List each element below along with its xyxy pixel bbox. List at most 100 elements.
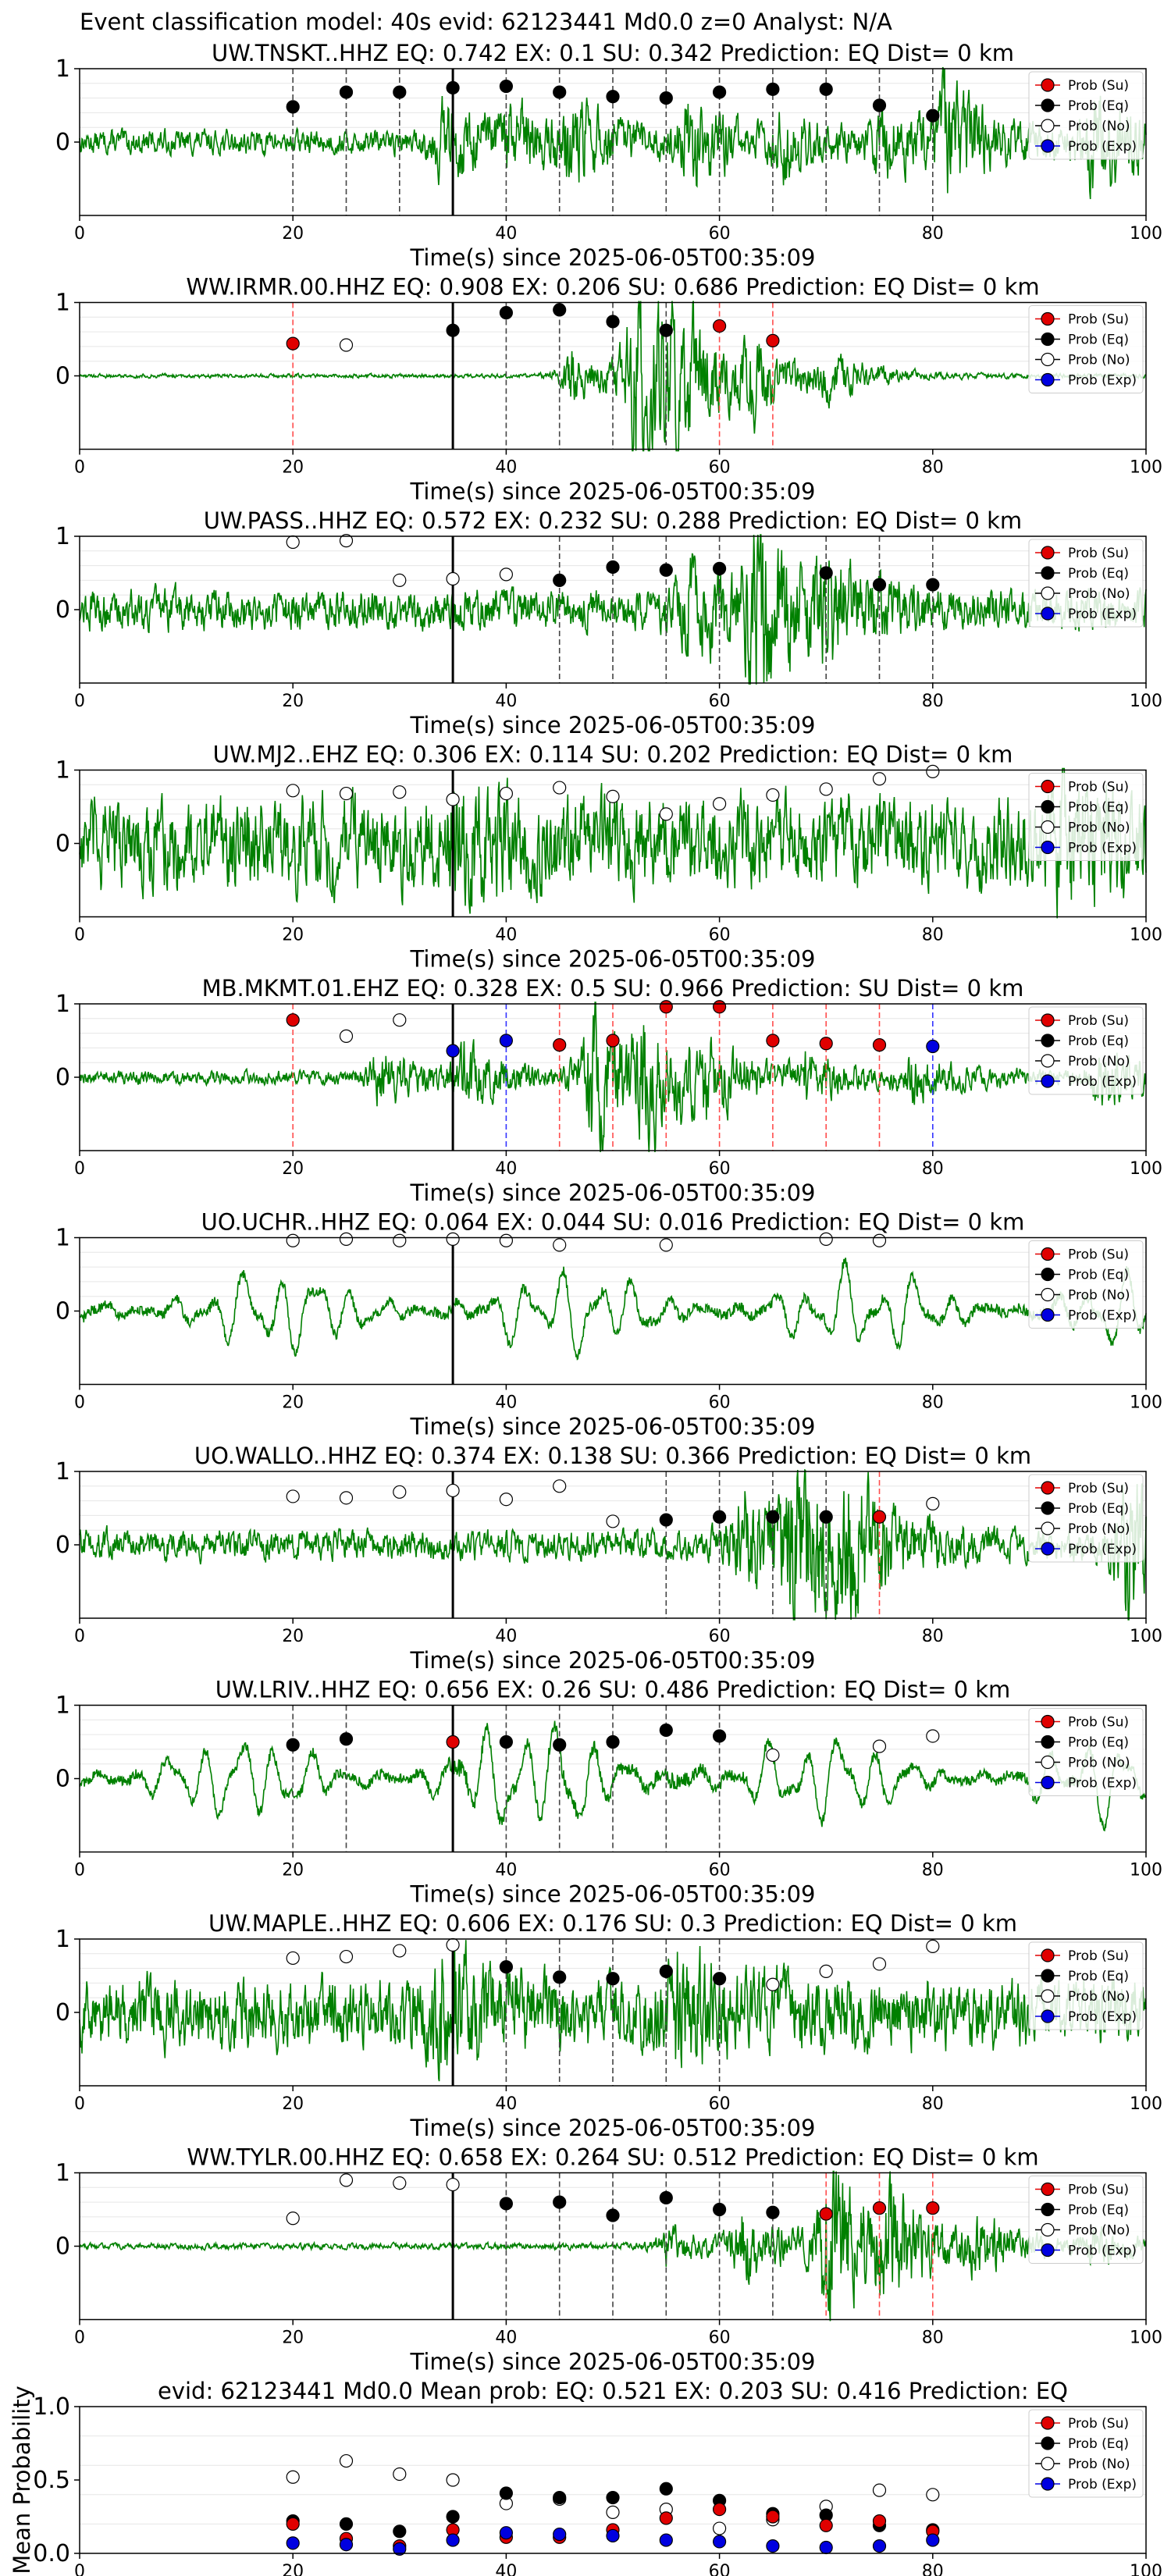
mean-marker-eq (659, 2482, 673, 2496)
mean-marker-exp (766, 2539, 780, 2553)
x-tick-label: 40 (495, 1861, 517, 1880)
legend-entry-exp: Prob (Exp) (1068, 1776, 1137, 1791)
legend-entry-exp: Prob (Exp) (1068, 607, 1137, 622)
waveform-trace (79, 767, 1147, 919)
y-tick-label: 1 (55, 523, 70, 550)
mean-marker-exp (712, 2535, 727, 2549)
prob-marker-eq (606, 90, 620, 104)
prob-marker-no (872, 1233, 887, 1247)
panel-title: WW.TYLR.00.HHZ EQ: 0.658 EX: 0.264 SU: 0… (187, 2144, 1038, 2171)
panel-title: UW.PASS..HHZ EQ: 0.572 EX: 0.232 SU: 0.2… (204, 507, 1022, 534)
legend-entry-no: Prob (No) (1068, 1989, 1130, 2005)
panel-2: UW.PASS..HHZ EQ: 0.572 EX: 0.232 SU: 0.2… (55, 507, 1162, 738)
legend-entry-no: Prob (No) (1068, 820, 1130, 836)
legend-entry-eq: Prob (Eq) (1068, 2436, 1129, 2452)
waveform-trace (79, 66, 1147, 200)
prob-marker-no (446, 1232, 460, 1246)
prob-marker-eq (553, 303, 567, 317)
prob-marker-no (819, 1964, 833, 1978)
y-tick-label: 0 (55, 1999, 70, 2026)
prob-marker-eq (606, 315, 620, 329)
legend-entry-no: Prob (No) (1068, 2223, 1130, 2239)
mean-marker-no (926, 2488, 940, 2502)
y-axis-label: Mean Probability (9, 2386, 35, 2574)
prob-marker-no (499, 1493, 514, 1507)
panel-0: UW.TNSKT..HHZ EQ: 0.742 EX: 0.1 SU: 0.34… (55, 40, 1162, 271)
legend-box (1028, 305, 1144, 393)
legend-marker-su (1041, 1948, 1055, 1962)
x-axis-label: Time(s) since 2025-06-05T00:35:09 (410, 712, 816, 738)
legend-marker-su (1041, 1247, 1055, 1261)
prob-marker-eq (712, 1510, 727, 1524)
mean-marker-no (339, 2453, 354, 2468)
mean-marker-exp (819, 2540, 833, 2555)
x-tick-label: 100 (1130, 692, 1162, 711)
legend-marker-exp (1041, 2477, 1055, 2491)
prob-marker-exp (446, 1044, 460, 1058)
legend-marker-exp (1041, 1074, 1055, 1088)
x-tick-label: 60 (709, 1393, 731, 1413)
prob-marker-su (872, 2201, 887, 2215)
legend-marker-eq (1041, 1735, 1055, 1749)
legend-marker-no (1041, 1989, 1055, 2003)
mean-marker-exp (286, 2536, 300, 2550)
prob-marker-eq (766, 2205, 780, 2219)
x-tick-label: 20 (282, 2329, 304, 2348)
x-tick-label: 60 (709, 692, 731, 711)
legend-marker-no (1041, 1054, 1055, 1068)
legend-entry-no: Prob (No) (1068, 1054, 1130, 1069)
x-tick-label: 20 (282, 224, 304, 244)
legend-marker-su (1041, 78, 1055, 92)
prob-marker-eq (712, 2202, 727, 2217)
y-tick-label: 0.0 (33, 2540, 70, 2567)
prob-marker-eq (712, 85, 727, 99)
legend-entry-exp: Prob (Exp) (1068, 841, 1137, 856)
legend-entry-eq: Prob (Eq) (1068, 566, 1129, 582)
y-tick-label: 0 (55, 2233, 70, 2261)
mean-marker-su (712, 2503, 727, 2517)
prob-marker-su (819, 2207, 833, 2221)
x-tick-label: 0 (74, 1159, 85, 1179)
mean-marker-eq (339, 2517, 354, 2531)
mean-marker-no (393, 2467, 407, 2482)
prob-marker-eq (499, 306, 514, 320)
prob-marker-exp (499, 1034, 514, 1048)
x-tick-label: 40 (495, 458, 517, 478)
legend-marker-su (1041, 1013, 1055, 1027)
prob-marker-no (659, 807, 673, 821)
mean-marker-exp (872, 2539, 887, 2553)
panel-title: UW.MJ2..EHZ EQ: 0.306 EX: 0.114 SU: 0.20… (213, 742, 1013, 768)
prob-marker-no (766, 788, 780, 802)
prob-marker-eq (819, 1510, 833, 1524)
y-tick-label: 0 (55, 363, 70, 390)
y-tick-label: 0 (55, 596, 70, 624)
x-tick-label: 20 (282, 1393, 304, 1413)
prob-marker-eq (712, 561, 727, 575)
x-axis-label: Time(s) since 2025-06-05T00:35:09 (410, 244, 816, 271)
x-tick-label: 80 (922, 1393, 944, 1413)
legend-marker-su (1041, 2182, 1055, 2197)
prob-marker-eq (286, 1738, 300, 1752)
mean-marker-no (872, 2483, 887, 2497)
mean-marker-exp (446, 2533, 460, 2547)
panel-title: WW.IRMR.00.HHZ EQ: 0.908 EX: 0.206 SU: 0… (186, 274, 1039, 301)
panel-title: UW.TNSKT..HHZ EQ: 0.742 EX: 0.1 SU: 0.34… (212, 40, 1014, 66)
panel-5: UO.UCHR..HHZ EQ: 0.064 EX: 0.044 SU: 0.0… (55, 1209, 1162, 1440)
legend-marker-exp (1041, 2009, 1055, 2023)
waveform-trace (79, 301, 1147, 452)
prob-marker-no (819, 1232, 833, 1246)
prob-marker-eq (446, 80, 460, 95)
prob-marker-no (446, 1483, 460, 1498)
mean-marker-exp (499, 2526, 514, 2540)
legend-entry-exp: Prob (Exp) (1068, 139, 1137, 155)
x-tick-label: 80 (922, 692, 944, 711)
prob-marker-no (286, 1489, 300, 1503)
legend-entry-eq: Prob (Eq) (1068, 333, 1129, 348)
x-axis-label: Time(s) since 2025-06-05T00:35:09 (410, 946, 816, 973)
x-tick-label: 100 (1130, 458, 1162, 478)
panel-3: UW.MJ2..EHZ EQ: 0.306 EX: 0.114 SU: 0.20… (55, 742, 1162, 973)
legend-marker-exp (1041, 139, 1055, 153)
panel-title: evid: 62123441 Md0.0 Mean prob: EQ: 0.52… (158, 2378, 1068, 2404)
mean-marker-exp (606, 2528, 620, 2543)
